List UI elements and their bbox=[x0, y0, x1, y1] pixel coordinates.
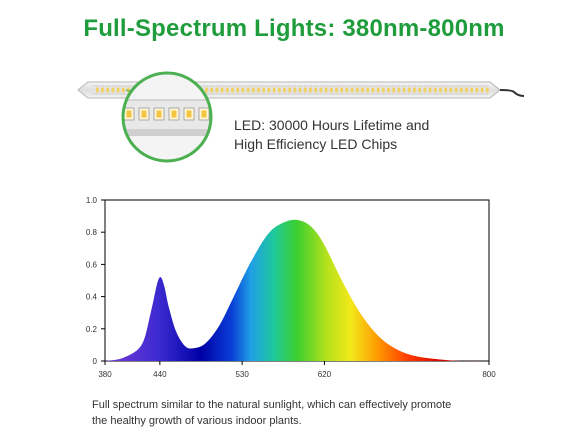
led-chip bbox=[272, 87, 276, 93]
led-chip bbox=[366, 87, 369, 93]
x-tick-label: 440 bbox=[153, 370, 167, 379]
led-chip bbox=[324, 87, 328, 93]
led-chip bbox=[304, 87, 307, 93]
led-chip bbox=[444, 87, 447, 93]
led-chip bbox=[382, 87, 385, 93]
led-chip bbox=[408, 87, 411, 93]
zoomed-led-core bbox=[186, 110, 192, 118]
led-chip bbox=[335, 87, 338, 93]
x-tick-label: 800 bbox=[482, 370, 496, 379]
y-tick-label: 0.6 bbox=[86, 260, 98, 269]
led-chip bbox=[434, 87, 437, 93]
headline: Full-Spectrum Lights: 380nm-800nm bbox=[83, 15, 505, 42]
zoomed-led-core bbox=[201, 110, 207, 118]
led-chip bbox=[122, 87, 125, 93]
led-chip bbox=[267, 87, 271, 93]
led-chip bbox=[101, 87, 104, 93]
led-chip bbox=[423, 87, 427, 93]
led-chip bbox=[397, 87, 401, 93]
power-cord bbox=[499, 89, 525, 97]
led-tube-illustration bbox=[77, 71, 525, 163]
caption: Full spectrum similar to the natural sun… bbox=[92, 397, 572, 429]
led-chip bbox=[392, 87, 395, 93]
led-chip bbox=[220, 87, 224, 93]
caption-line-2: the healthy growth of various indoor pla… bbox=[92, 415, 302, 427]
led-chip bbox=[470, 87, 473, 93]
led-chip bbox=[236, 87, 239, 93]
led-chip bbox=[387, 87, 390, 93]
caption-line-1: Full spectrum similar to the natural sun… bbox=[92, 399, 452, 411]
led-chip bbox=[460, 87, 463, 93]
magnifier-circle bbox=[121, 71, 213, 163]
led-chip bbox=[226, 87, 229, 93]
led-chip bbox=[257, 87, 260, 93]
zoomed-led-core bbox=[171, 110, 177, 118]
y-axis: 0 0.2 0.4 0.6 0.8 1.0 bbox=[86, 196, 105, 366]
led-chip bbox=[356, 87, 359, 93]
feature-line-2: High Efficiency LED Chips bbox=[234, 136, 398, 152]
led-chip bbox=[205, 87, 208, 93]
feature-description: LED: 30000 Hours Lifetime and High Effic… bbox=[234, 116, 429, 154]
led-chip bbox=[215, 87, 219, 93]
led-chip bbox=[283, 87, 286, 93]
spectrum-chart: 0 0.2 0.4 0.6 0.8 1.0 380 440 530 620 800 bbox=[86, 196, 496, 379]
x-tick-label: 620 bbox=[318, 370, 332, 379]
led-chip bbox=[231, 87, 234, 93]
y-tick-label: 1.0 bbox=[86, 196, 98, 205]
led-chip bbox=[465, 87, 468, 93]
led-chip bbox=[475, 87, 479, 93]
led-chip bbox=[246, 87, 250, 93]
led-chip bbox=[418, 87, 421, 93]
led-chip bbox=[480, 87, 484, 93]
led-chip bbox=[345, 87, 349, 93]
y-tick-label: 0 bbox=[93, 357, 98, 366]
led-chip bbox=[340, 87, 343, 93]
led-chip bbox=[298, 87, 302, 93]
y-tick-label: 0.8 bbox=[86, 228, 98, 237]
led-chip bbox=[361, 87, 364, 93]
x-tick-label: 380 bbox=[98, 370, 112, 379]
led-chip bbox=[293, 87, 297, 93]
led-chip bbox=[252, 87, 255, 93]
led-chip bbox=[116, 87, 120, 93]
zoomed-led-core bbox=[126, 110, 132, 118]
led-chip bbox=[371, 87, 375, 93]
led-chip bbox=[241, 87, 245, 93]
led-chip bbox=[402, 87, 406, 93]
zoomed-led-chips bbox=[123, 107, 210, 121]
led-chip bbox=[288, 87, 291, 93]
feature-line-1: LED: 30000 Hours Lifetime and bbox=[234, 117, 430, 133]
led-chip bbox=[486, 87, 489, 93]
zoomed-led-core bbox=[156, 110, 162, 118]
spectrum-area bbox=[105, 219, 489, 362]
x-axis: 380 440 530 620 800 bbox=[98, 361, 496, 379]
y-tick-label: 0.2 bbox=[86, 325, 98, 334]
zoomed-led-core bbox=[141, 110, 147, 118]
led-chip bbox=[330, 87, 333, 93]
led-chip bbox=[413, 87, 416, 93]
led-chip bbox=[314, 87, 317, 93]
led-chip bbox=[449, 87, 453, 93]
led-chip bbox=[439, 87, 442, 93]
led-chip bbox=[376, 87, 380, 93]
led-chip bbox=[428, 87, 432, 93]
y-tick-label: 0.4 bbox=[86, 293, 98, 302]
x-tick-label: 530 bbox=[235, 370, 249, 379]
led-chip bbox=[319, 87, 323, 93]
led-chip bbox=[111, 87, 115, 93]
led-chip bbox=[454, 87, 458, 93]
led-chip bbox=[96, 87, 99, 93]
led-chip bbox=[106, 87, 109, 93]
led-chip bbox=[278, 87, 281, 93]
led-chip bbox=[350, 87, 354, 93]
led-chip bbox=[309, 87, 312, 93]
led-chip bbox=[210, 87, 213, 93]
led-chip bbox=[262, 87, 265, 93]
